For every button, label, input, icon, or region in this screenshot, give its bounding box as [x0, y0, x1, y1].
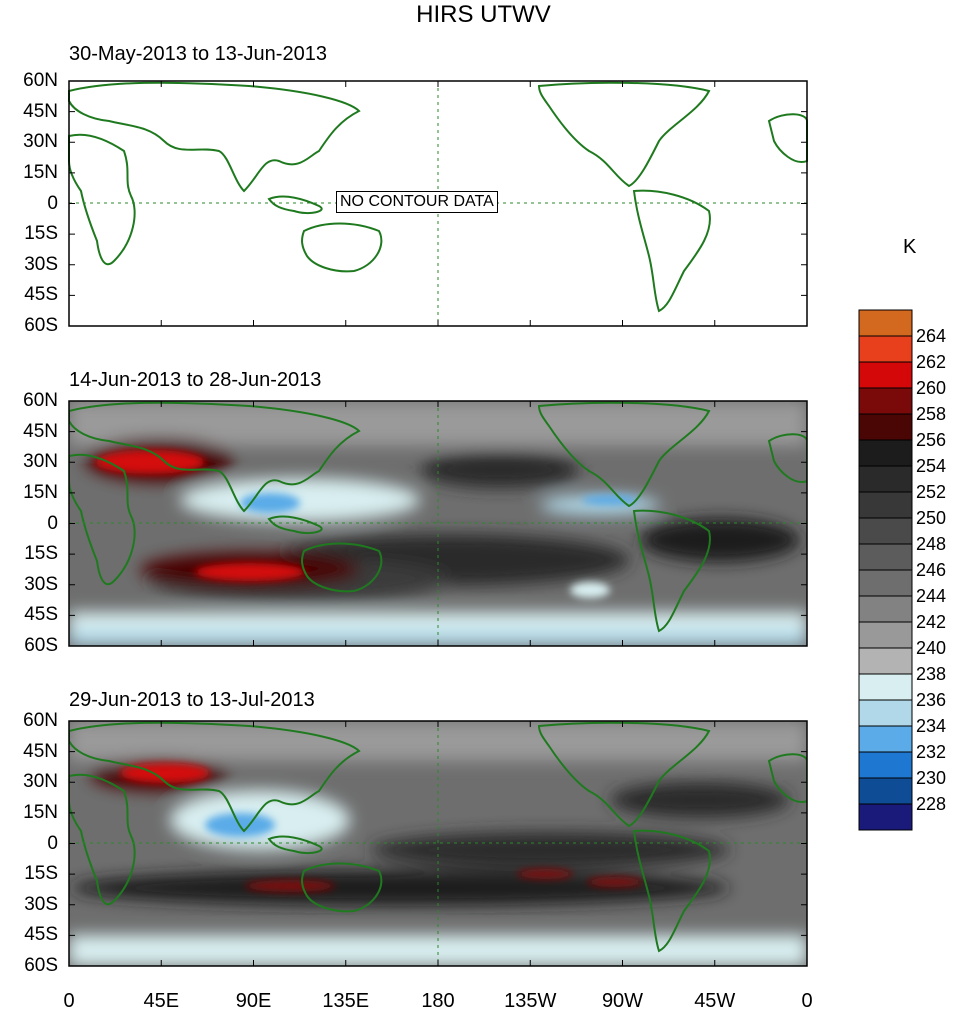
panel-1-label: 30-May-2013 to 13-Jun-2013 [69, 43, 327, 65]
lat-label: 60N [23, 710, 58, 731]
colorbar [858, 309, 913, 831]
lat-label: 15S [24, 543, 58, 565]
colorbar-swatch [858, 777, 913, 805]
colorbar-swatch [858, 491, 913, 519]
lat-label: 15S [24, 863, 58, 885]
lon-label: 90W [601, 990, 644, 1012]
lat-label: 30S [24, 573, 58, 595]
lat-label: 60N [23, 70, 58, 91]
colorbar-swatch [858, 439, 913, 467]
colorbar-label: 254 [916, 456, 947, 476]
panel-2-map [69, 401, 807, 646]
colorbar-swatch [858, 621, 913, 649]
lat-label: 0 [47, 512, 58, 534]
lat-label: 30S [24, 893, 58, 915]
no-contour-data-label: NO CONTOUR DATA [336, 191, 498, 213]
colorbar-label: 256 [916, 430, 947, 450]
colorbar-swatch [858, 647, 913, 675]
colorbar-swatch [858, 569, 913, 597]
lat-label: 0 [47, 832, 58, 854]
lat-label: 0 [47, 192, 58, 214]
lat-label: 15N [23, 801, 58, 823]
lat-label: 45S [24, 924, 58, 946]
lon-label: 90E [235, 990, 272, 1012]
lat-label: 45S [24, 604, 58, 626]
lon-label: 135W [504, 990, 557, 1012]
colorbar-swatch [858, 543, 913, 571]
colorbar-swatch [858, 387, 913, 415]
lon-label: 180 [421, 990, 455, 1012]
colorbar-swatch [858, 803, 913, 831]
lon-label: 45W [694, 990, 736, 1012]
colorbar-swatch [858, 413, 913, 441]
colorbar-label: 236 [916, 690, 947, 710]
colorbar-label: 244 [916, 586, 947, 606]
figure-title: HIRS UTWV [416, 1, 551, 28]
colorbar-swatch [858, 751, 913, 779]
colorbar-label: 232 [916, 742, 947, 762]
colorbar-swatch [858, 465, 913, 493]
lat-label: 60S [24, 315, 58, 336]
lat-label: 15S [24, 223, 58, 245]
colorbar-label: 242 [916, 612, 947, 632]
colorbar-label: 252 [916, 482, 947, 502]
lon-label: 0 [63, 990, 75, 1012]
lat-label: 45S [24, 284, 58, 306]
lat-label: 45N [23, 100, 58, 122]
lat-label: 30S [24, 253, 58, 275]
colorbar-unit: K [903, 236, 917, 258]
colorbar-label: 258 [916, 404, 947, 424]
colorbar-label: 238 [916, 664, 947, 684]
colorbar-label: 248 [916, 534, 947, 554]
lat-label: 30N [23, 771, 58, 793]
panel-3-map [69, 721, 807, 966]
colorbar-swatch [858, 361, 913, 389]
colorbar-label: 230 [916, 768, 947, 788]
lat-label: 60S [24, 955, 58, 976]
panel-2-label: 14-Jun-2013 to 28-Jun-2013 [69, 369, 322, 391]
colorbar-label: 240 [916, 638, 947, 658]
colorbar-label: 228 [916, 794, 947, 814]
colorbar-swatch [858, 595, 913, 623]
panel-3-label: 29-Jun-2013 to 13-Jul-2013 [69, 689, 315, 711]
lat-label: 45N [23, 420, 58, 442]
colorbar-label: 262 [916, 352, 947, 372]
lon-label: 45E [143, 990, 180, 1012]
lat-label: 15N [23, 161, 58, 183]
colorbar-label: 234 [916, 716, 947, 736]
lat-label: 30N [23, 131, 58, 153]
colorbar-swatch [858, 725, 913, 753]
colorbar-swatch [858, 699, 913, 727]
lat-label: 15N [23, 481, 58, 503]
lat-label: 60S [24, 635, 58, 656]
lat-label: 30N [23, 451, 58, 473]
colorbar-label: 260 [916, 378, 947, 398]
lat-label: 45N [23, 740, 58, 762]
colorbar-swatch [858, 517, 913, 545]
lon-label: 135E [322, 990, 370, 1012]
lat-label: 60N [23, 390, 58, 411]
colorbar-label: 250 [916, 508, 947, 528]
colorbar-swatch [858, 335, 913, 363]
lon-label: 0 [801, 990, 813, 1012]
colorbar-swatch [858, 309, 913, 337]
colorbar-label: 264 [916, 326, 947, 346]
colorbar-swatch [858, 673, 913, 701]
colorbar-label: 246 [916, 560, 947, 580]
